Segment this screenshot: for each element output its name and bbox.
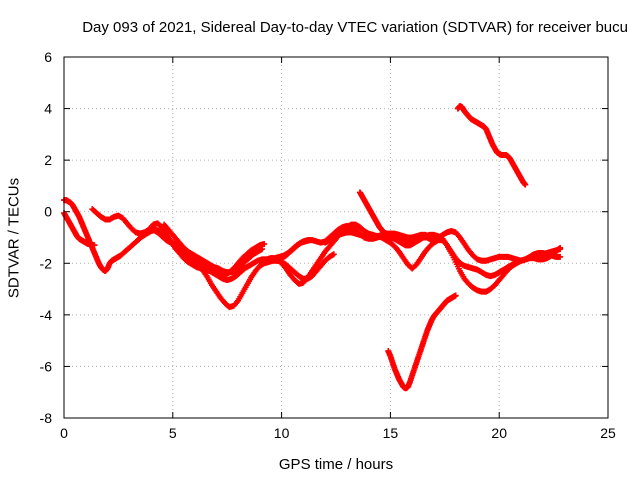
plot-frame: [63, 56, 609, 419]
data-point: [330, 251, 337, 258]
y-tick-label: -4: [40, 307, 53, 323]
data-points: [61, 102, 564, 392]
y-tick-label: 4: [44, 101, 52, 117]
data-point: [557, 244, 564, 251]
series-arc5: [161, 221, 337, 311]
chart-title: Day 093 of 2021, Sidereal Day-to-day VTE…: [82, 19, 628, 36]
x-tick-label: 5: [169, 425, 177, 441]
grid-lines: [64, 57, 608, 418]
data-point: [556, 245, 563, 252]
y-tick-label: -2: [40, 255, 53, 271]
series-arc11: [454, 102, 529, 188]
data-point: [522, 181, 529, 188]
x-tick-label: 10: [274, 425, 290, 441]
data-point: [259, 246, 266, 253]
data-point: [91, 242, 98, 249]
series-arc8: [322, 228, 564, 264]
y-tick-label: -6: [40, 358, 53, 374]
x-tick-label: 0: [60, 425, 68, 441]
x-tick-label: 15: [383, 425, 399, 441]
y-tick-label: 6: [44, 49, 52, 65]
x-tick-label: 25: [600, 425, 616, 441]
y-tick-label: 0: [44, 204, 52, 220]
x-tick-label: 20: [491, 425, 507, 441]
series-arc9: [356, 189, 437, 249]
data-point: [430, 238, 437, 245]
series-arc7: [278, 221, 564, 287]
data-point: [261, 240, 268, 247]
series-arc10: [385, 292, 459, 392]
y-tick-label: -8: [40, 410, 53, 426]
y-axis-label: SDTVAR / TECUs: [5, 177, 23, 299]
x-axis-label: GPS time / hours: [278, 456, 394, 473]
data-point: [452, 292, 459, 299]
series-arc2: [61, 210, 98, 249]
tick-labels: 0 5 10 15 20 25 -8 -6 -4 -2 0 2 4 6: [40, 49, 616, 441]
data-point: [557, 253, 564, 260]
y-tick-label: 2: [44, 152, 52, 168]
